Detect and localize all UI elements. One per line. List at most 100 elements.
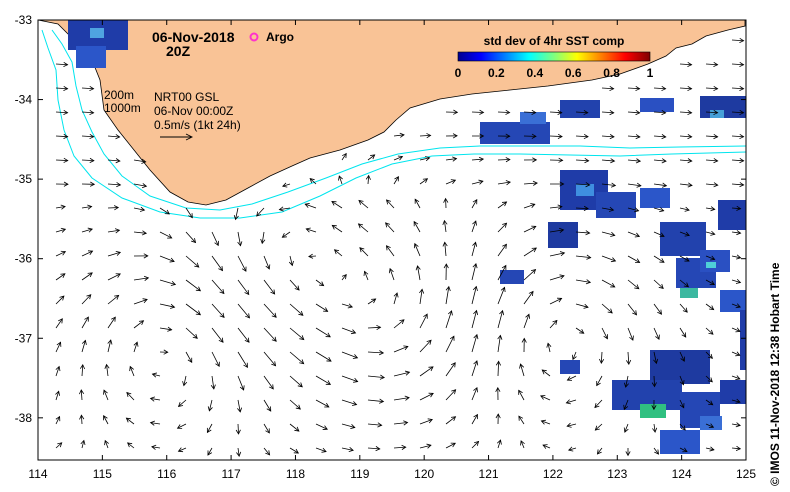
current-arrow (623, 423, 629, 433)
current-arrow (263, 279, 276, 295)
current-arrow (518, 389, 525, 401)
current-arrow (679, 279, 690, 288)
current-arrow (575, 158, 590, 164)
argo-label: Argo (266, 30, 294, 44)
current-arrow (107, 182, 122, 188)
current-arrow (263, 447, 271, 456)
current-arrow (288, 255, 294, 267)
current-arrow (341, 152, 347, 161)
current-arrow (471, 133, 485, 139)
current-arrow (125, 417, 135, 425)
current-arrow (358, 199, 369, 209)
current-arrow (107, 339, 113, 353)
current-arrow (55, 365, 61, 377)
current-arrow (365, 174, 371, 185)
current-arrow (81, 181, 96, 187)
current-arrow (211, 279, 225, 295)
current-arrow (305, 227, 317, 233)
vector-scale-label: 0.5m/s (1kt 24h) (154, 118, 241, 132)
current-arrow (393, 345, 409, 353)
current-arrow (705, 109, 719, 116)
current-arrow (79, 414, 85, 425)
product-label: NRT00 GSL (154, 90, 219, 104)
x-tick-label: 122 (543, 467, 563, 481)
current-arrow (679, 327, 687, 338)
y-tick-label: -38 (15, 411, 33, 425)
x-tick-label: 125 (736, 467, 756, 481)
x-tick-label: 117 (222, 467, 241, 481)
current-arrow (653, 327, 660, 340)
current-arrow (126, 391, 135, 401)
current-arrow (471, 220, 477, 233)
current-arrow (79, 364, 86, 377)
y-tick-label: -33 (15, 13, 33, 27)
current-arrow (471, 179, 484, 185)
current-arrow (705, 133, 719, 140)
current-arrow (237, 351, 248, 369)
current-arrow (546, 342, 552, 353)
current-arrow (363, 270, 369, 281)
current-arrow (575, 205, 589, 211)
current-arrow (518, 415, 525, 425)
current-arrow (679, 134, 693, 140)
x-tick-label: 119 (350, 467, 369, 481)
current-arrow (133, 230, 148, 236)
y-tick-label: -35 (15, 172, 33, 186)
current-arrow (705, 279, 715, 286)
current-arrow (341, 399, 358, 406)
current-arrow (133, 275, 150, 281)
current-arrow (393, 444, 407, 450)
current-arrow (104, 363, 110, 377)
current-arrow (601, 85, 615, 92)
current-arrow (185, 303, 202, 316)
current-arrow (103, 415, 109, 425)
current-arrow (81, 227, 93, 233)
current-arrow (55, 341, 62, 353)
current-arrow (497, 243, 507, 257)
current-arrow (471, 198, 478, 209)
current-arrow (679, 399, 685, 409)
current-arrow (705, 303, 715, 311)
current-arrow (315, 423, 328, 430)
x-axis: 114 115 116 117 118 119 120 121 122 123 124 125 (28, 20, 756, 481)
current-arrow (289, 327, 305, 341)
current-arrow (572, 351, 577, 361)
current-arrow (278, 206, 291, 212)
y-tick-label: -36 (15, 252, 33, 266)
current-arrow (331, 224, 343, 233)
current-arrow (176, 423, 187, 429)
colorbar-tick-label: 0.4 (526, 66, 543, 80)
current-arrow (575, 133, 589, 140)
current-arrow (653, 158, 667, 164)
current-arrow (731, 278, 742, 284)
current-arrow (211, 327, 224, 343)
current-arrow (653, 351, 659, 365)
current-arrow (705, 158, 719, 164)
current-arrow (159, 349, 169, 355)
colorbar-tick-label: 0.6 (565, 66, 582, 80)
current-arrow (133, 320, 145, 329)
current-arrow (653, 207, 665, 213)
current-arrow (625, 447, 631, 457)
current-arrow (341, 375, 359, 383)
current-arrow (237, 327, 250, 343)
current-arrow (107, 294, 120, 305)
current-arrow (81, 109, 95, 116)
current-arrow (575, 279, 592, 285)
current-arrow (338, 175, 343, 185)
current-arrow (497, 157, 511, 163)
current-arrow (419, 339, 432, 353)
current-arrow (55, 390, 60, 401)
current-arrow (341, 327, 357, 335)
current-arrow (626, 351, 632, 366)
current-arrow (549, 227, 565, 233)
current-arrow (549, 133, 563, 139)
current-arrow (653, 182, 668, 188)
current-arrow (601, 279, 616, 288)
current-arrow (471, 360, 479, 377)
current-arrow (357, 223, 369, 233)
land-australia (38, 20, 746, 206)
current-arrow (81, 85, 95, 92)
current-arrow (679, 158, 693, 164)
current-arrow (237, 231, 243, 247)
